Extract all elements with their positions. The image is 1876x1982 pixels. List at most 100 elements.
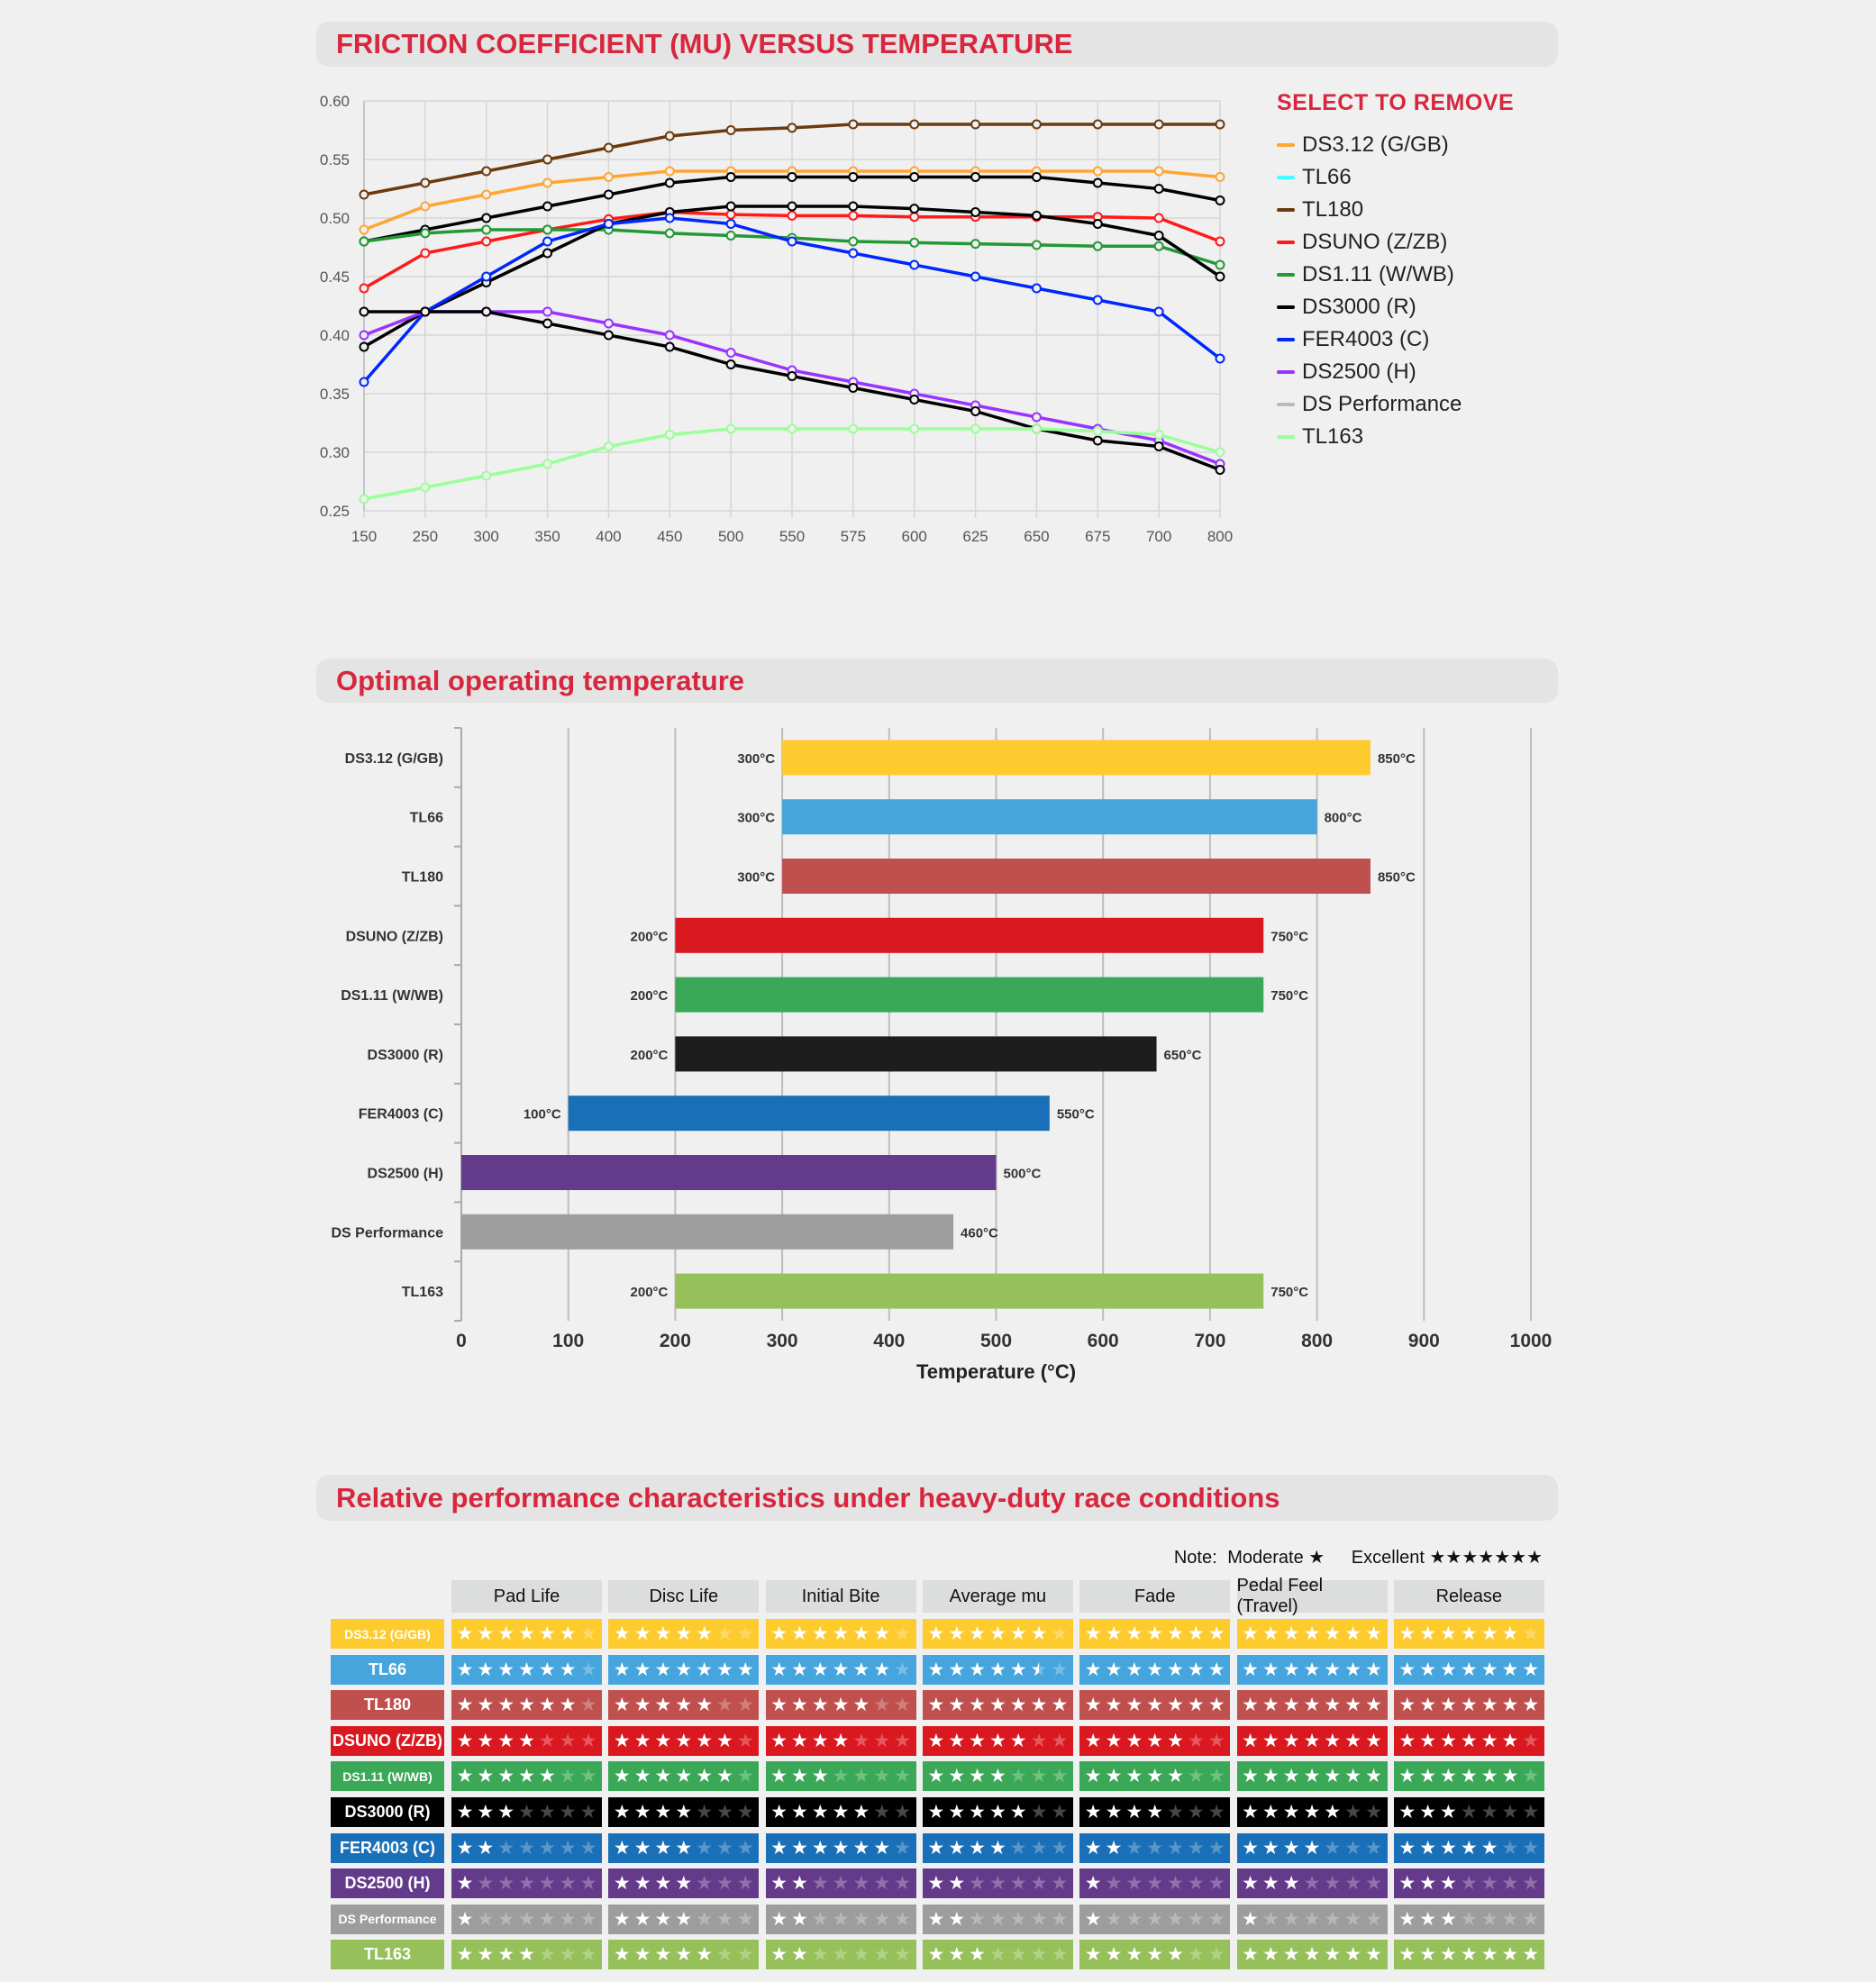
- data-point[interactable]: [664, 166, 675, 177]
- data-point[interactable]: [542, 459, 553, 469]
- data-point[interactable]: [1215, 119, 1225, 130]
- data-point[interactable]: [664, 330, 675, 341]
- data-point[interactable]: [359, 330, 369, 341]
- data-point[interactable]: [420, 228, 431, 239]
- legend-item[interactable]: FER4003 (C): [1277, 323, 1514, 356]
- data-point[interactable]: [664, 430, 675, 440]
- temp-range-bar[interactable]: [675, 977, 1264, 1013]
- data-point[interactable]: [1153, 231, 1164, 241]
- data-point[interactable]: [664, 213, 675, 223]
- data-point[interactable]: [420, 248, 431, 259]
- data-point[interactable]: [1215, 236, 1225, 247]
- data-point[interactable]: [1092, 241, 1103, 251]
- data-point[interactable]: [787, 123, 797, 133]
- data-point[interactable]: [481, 470, 492, 481]
- data-point[interactable]: [909, 423, 920, 434]
- data-point[interactable]: [481, 166, 492, 177]
- data-point[interactable]: [603, 318, 614, 329]
- data-point[interactable]: [359, 377, 369, 387]
- data-point[interactable]: [909, 172, 920, 182]
- legend-item[interactable]: TL163: [1277, 421, 1514, 453]
- data-point[interactable]: [420, 177, 431, 188]
- data-point[interactable]: [481, 236, 492, 247]
- data-point[interactable]: [359, 494, 369, 505]
- data-point[interactable]: [542, 177, 553, 188]
- data-point[interactable]: [603, 330, 614, 341]
- data-point[interactable]: [359, 306, 369, 317]
- data-point[interactable]: [787, 423, 797, 434]
- data-point[interactable]: [542, 154, 553, 165]
- data-point[interactable]: [725, 359, 736, 369]
- data-point[interactable]: [664, 341, 675, 352]
- data-point[interactable]: [848, 119, 859, 130]
- data-point[interactable]: [787, 210, 797, 221]
- data-point[interactable]: [725, 423, 736, 434]
- data-point[interactable]: [1031, 412, 1042, 423]
- data-point[interactable]: [359, 189, 369, 200]
- data-point[interactable]: [420, 306, 431, 317]
- data-point[interactable]: [420, 201, 431, 212]
- data-point[interactable]: [970, 406, 981, 416]
- data-point[interactable]: [1215, 271, 1225, 282]
- legend-item[interactable]: TL66: [1277, 161, 1514, 194]
- data-point[interactable]: [664, 228, 675, 239]
- data-point[interactable]: [603, 441, 614, 451]
- data-point[interactable]: [542, 236, 553, 247]
- data-point[interactable]: [725, 219, 736, 229]
- data-point[interactable]: [725, 231, 736, 241]
- data-point[interactable]: [725, 172, 736, 182]
- legend-item[interactable]: DS3000 (R): [1277, 291, 1514, 323]
- legend-item[interactable]: DS3.12 (G/GB): [1277, 129, 1514, 161]
- data-point[interactable]: [420, 482, 431, 493]
- legend-item[interactable]: TL180: [1277, 194, 1514, 226]
- data-point[interactable]: [848, 423, 859, 434]
- data-point[interactable]: [787, 236, 797, 247]
- data-point[interactable]: [725, 125, 736, 135]
- legend-item[interactable]: DS1.11 (W/WB): [1277, 259, 1514, 291]
- data-point[interactable]: [848, 201, 859, 212]
- temp-range-bar[interactable]: [461, 1155, 997, 1190]
- data-point[interactable]: [1092, 119, 1103, 130]
- data-point[interactable]: [909, 237, 920, 248]
- data-point[interactable]: [1215, 447, 1225, 458]
- data-point[interactable]: [970, 271, 981, 282]
- data-point[interactable]: [1215, 172, 1225, 182]
- data-point[interactable]: [1153, 241, 1164, 251]
- data-point[interactable]: [481, 271, 492, 282]
- data-point[interactable]: [1092, 219, 1103, 229]
- temp-range-bar[interactable]: [782, 799, 1317, 835]
- data-point[interactable]: [603, 189, 614, 200]
- data-point[interactable]: [725, 201, 736, 212]
- data-point[interactable]: [359, 341, 369, 352]
- data-point[interactable]: [725, 348, 736, 358]
- data-point[interactable]: [1031, 423, 1042, 434]
- data-point[interactable]: [603, 142, 614, 153]
- temp-range-bar[interactable]: [675, 1273, 1264, 1309]
- data-point[interactable]: [1092, 177, 1103, 188]
- data-point[interactable]: [787, 172, 797, 182]
- data-point[interactable]: [1215, 259, 1225, 270]
- legend-item[interactable]: DS2500 (H): [1277, 356, 1514, 388]
- legend-item[interactable]: DSUNO (Z/ZB): [1277, 226, 1514, 259]
- temp-range-bar[interactable]: [675, 1036, 1157, 1072]
- data-point[interactable]: [359, 283, 369, 294]
- data-point[interactable]: [542, 248, 553, 259]
- data-point[interactable]: [909, 204, 920, 214]
- data-point[interactable]: [1153, 119, 1164, 130]
- data-point[interactable]: [359, 224, 369, 235]
- data-point[interactable]: [848, 236, 859, 247]
- data-point[interactable]: [970, 239, 981, 250]
- data-point[interactable]: [542, 201, 553, 212]
- data-point[interactable]: [1092, 435, 1103, 446]
- temp-range-bar[interactable]: [675, 917, 1264, 953]
- data-point[interactable]: [1092, 426, 1103, 437]
- data-point[interactable]: [1153, 441, 1164, 451]
- data-point[interactable]: [848, 248, 859, 259]
- temp-range-bar[interactable]: [568, 1096, 1050, 1132]
- data-point[interactable]: [603, 219, 614, 229]
- data-point[interactable]: [1153, 306, 1164, 317]
- data-point[interactable]: [1215, 353, 1225, 364]
- data-point[interactable]: [909, 119, 920, 130]
- data-point[interactable]: [481, 224, 492, 235]
- data-point[interactable]: [787, 201, 797, 212]
